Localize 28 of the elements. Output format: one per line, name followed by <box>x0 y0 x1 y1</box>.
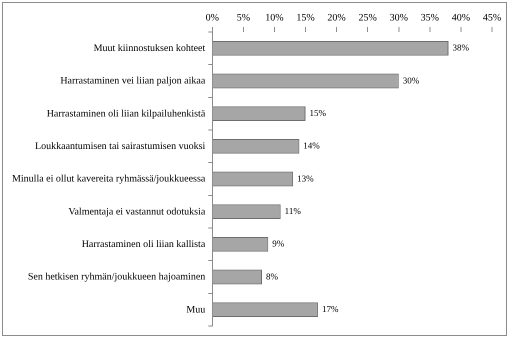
x-tick-label: 25% <box>358 12 377 24</box>
x-tick-label: 15% <box>296 12 315 24</box>
x-tick-label: 30% <box>390 12 408 24</box>
y-tick-label: Valmentaja ei vastannut odotuksia <box>68 206 206 218</box>
y-tick-label: Loukkaantumisen tai sairastumisen vuoksi <box>35 140 206 152</box>
y-tick-label: Sen hetkisen ryhmän/joukkueen hajoaminen <box>28 272 206 283</box>
x-tick-label: 10% <box>265 12 284 24</box>
data-label: 38% <box>452 42 470 53</box>
data-label: 9% <box>272 238 285 249</box>
x-tick-label: 35% <box>420 12 440 24</box>
x-tick-label: 45% <box>482 12 502 24</box>
y-tick-label: Harrastaminen vei liian paljon aikaa <box>60 76 206 87</box>
data-label: 11% <box>284 206 302 216</box>
y-tick-label: Muut kiinnostuksen kohteet <box>94 42 206 54</box>
data-label: 8% <box>266 271 279 282</box>
y-tick-label: Harrastaminen oli liian kallista <box>82 238 206 250</box>
x-tick-label: 5% <box>236 12 250 24</box>
y-tick-label: Harrastaminen oli liian kilpailuhenkistä <box>46 108 206 120</box>
y-tick-label: Minulla ei ollut kavereita ryhmässä/joukkueessa <box>12 174 206 185</box>
data-label: 17% <box>322 304 339 314</box>
data-label: 15% <box>310 108 327 118</box>
x-tick-label: 0% <box>206 12 219 24</box>
y-tick-label: Muu <box>186 304 206 316</box>
x-tick-label: 40% <box>452 12 470 24</box>
data-label: 14% <box>303 140 320 151</box>
data-label: 13% <box>297 173 314 184</box>
x-tick-label: 20% <box>327 12 346 24</box>
data-label: 30% <box>402 75 420 86</box>
